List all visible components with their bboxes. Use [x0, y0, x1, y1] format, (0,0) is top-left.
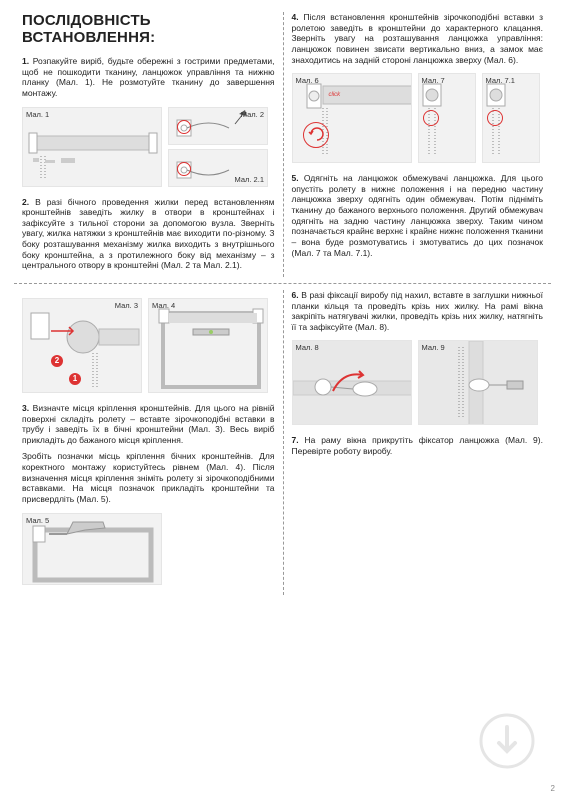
page-number: 2 [551, 784, 555, 793]
figure-4: Мал. 4 [148, 298, 268, 393]
figure-6: Мал. 6 click [292, 73, 412, 163]
frame-level-illustration [149, 299, 268, 393]
figure-1: Мал. 1 [22, 107, 162, 187]
step-marker-2: 2 [51, 355, 63, 367]
figure-label: Мал. 4 [152, 301, 175, 310]
figure-label: Мал. 6 [296, 76, 319, 85]
figure-row-5: Мал. 8 Мал. 9 [292, 340, 544, 425]
highlight-circle [487, 110, 503, 126]
figure-2-1: Мал. 2.1 [168, 149, 268, 187]
step-3-text: 3. Визначте місця кріплення кронштейнів.… [22, 403, 275, 446]
figure-label: Мал. 1 [26, 110, 49, 119]
figure-label: Мал. 2.1 [235, 175, 264, 184]
figure-7: Мал. 7 [418, 73, 476, 163]
step-7-text: 7. На раму вікна прикрутіть фіксатор лан… [292, 435, 544, 456]
highlight-circle [423, 110, 439, 126]
figure-row-2: Мал. 3 2 1 Мал. 4 [22, 298, 275, 393]
quadrant-top-right: 4. Після встановлення кронштейнів зірочк… [283, 12, 552, 277]
rotation-arrow-icon [307, 124, 327, 144]
horizontal-divider [14, 283, 551, 284]
bracket-insert-illustration [293, 74, 412, 163]
page-title: ПОСЛІДОВНІСТЬ ВСТАНОВЛЕННЯ: [22, 12, 275, 46]
figure-label: Мал. 2 [241, 110, 264, 119]
figure-9: Мал. 9 [418, 340, 538, 425]
figure-8: Мал. 8 [292, 340, 412, 425]
figure-row-3: Мал. 5 [22, 513, 275, 585]
figure-label: Мал. 7 [422, 76, 445, 85]
arrow-icon [49, 323, 79, 339]
quadrant-top-left: ПОСЛІДОВНІСТЬ ВСТАНОВЛЕННЯ: 1. Розпакуйт… [14, 12, 283, 277]
assembly-illustration [23, 299, 142, 393]
quadrant-bottom-right: 6. В разі фіксації виробу під нахил, вст… [283, 290, 552, 595]
curved-arrow-icon [329, 367, 369, 397]
figure-3: Мал. 3 2 1 [22, 298, 142, 393]
step-5-text: 5. Одягніть на ланцюжок обмежувачі ланцю… [292, 173, 544, 258]
figure-row-1: Мал. 1 Мал. 2 [22, 107, 275, 187]
click-label: click [329, 92, 341, 98]
instruction-page: ПОСЛІДОВНІСТЬ ВСТАНОВЛЕННЯ: 1. Розпакуйт… [0, 0, 565, 607]
figure-2: Мал. 2 [168, 107, 268, 145]
step-3-text-2: Зробіть позначки місць кріплення бічних … [22, 451, 275, 504]
step-2-text: 2. В разі бічного проведення жилки перед… [22, 197, 275, 271]
figure-5: Мал. 5 [22, 513, 162, 585]
figure-label: Мал. 8 [296, 343, 319, 352]
highlight-circle [177, 162, 191, 176]
figure-label: Мал. 3 [115, 301, 138, 310]
chain-fixer-illustration [419, 341, 538, 425]
highlight-circle [177, 120, 191, 134]
blind-roll-illustration [23, 108, 162, 187]
figure-7-1: Мал. 7.1 [482, 73, 540, 163]
figure-row-4: Мал. 6 click Мал. 7 [292, 73, 544, 163]
step-4-text: 4. Після встановлення кронштейнів зірочк… [292, 12, 544, 65]
step-1-text: 1. Розпакуйте виріб, будьте обережні з г… [22, 56, 275, 99]
figure-label: Мал. 9 [422, 343, 445, 352]
figure-label: Мал. 7.1 [486, 76, 515, 85]
quadrant-bottom-left: Мал. 3 2 1 Мал. 4 [14, 290, 283, 595]
figure-label: Мал. 5 [26, 516, 49, 525]
step-6-text: 6. В разі фіксації виробу під нахил, вст… [292, 290, 544, 333]
watermark-icon [477, 711, 537, 771]
step-marker-1: 1 [69, 373, 81, 385]
